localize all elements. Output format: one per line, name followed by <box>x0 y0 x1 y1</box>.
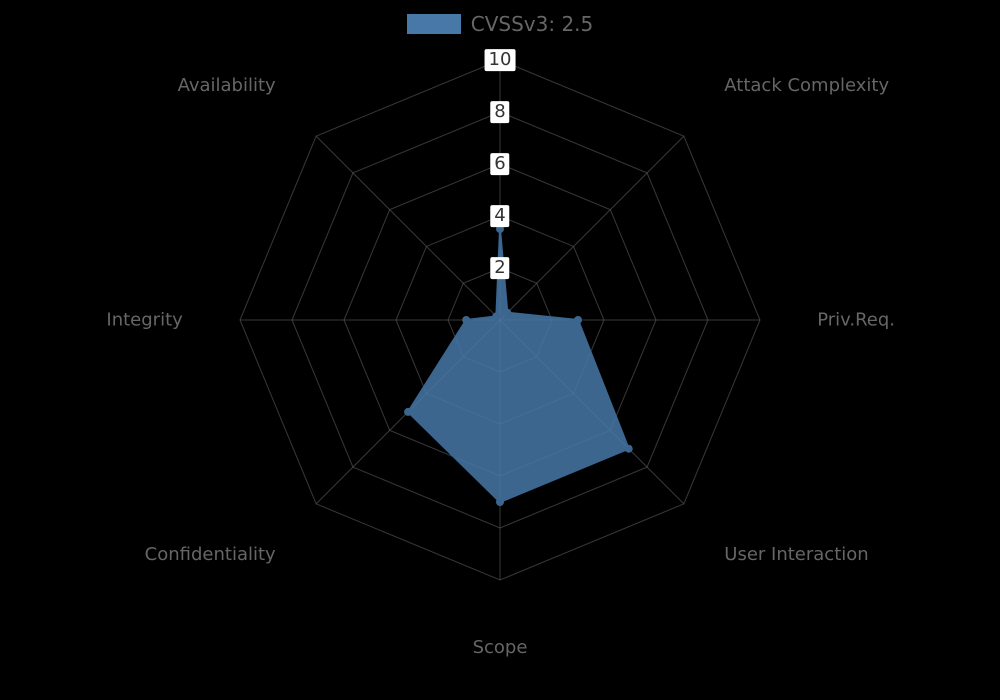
radial-tick-label: 2 <box>490 257 509 279</box>
axis-label: Availability <box>178 75 276 96</box>
axis-label: User Interaction <box>724 544 868 565</box>
radial-tick-label: 6 <box>490 153 509 175</box>
radial-tick-label: 8 <box>490 101 509 123</box>
axis-label: Priv.Req. <box>817 310 895 331</box>
radial-tick-label: 4 <box>490 205 509 227</box>
radar-chart-container: { "legend": { "label": "CVSSv3: 2.5", "s… <box>0 0 1000 700</box>
chart-legend: CVSSv3: 2.5 <box>0 12 1000 36</box>
axis-label: Attack Complexity <box>724 75 889 96</box>
legend-swatch <box>407 14 461 34</box>
axis-label: Integrity <box>106 310 182 331</box>
legend-label: CVSSv3: 2.5 <box>471 12 594 36</box>
axis-label: Scope <box>473 637 528 658</box>
axis-label: Attack Vector <box>440 0 561 3</box>
radial-tick-label: 10 <box>485 49 516 71</box>
axis-label: Confidentiality <box>145 544 276 565</box>
